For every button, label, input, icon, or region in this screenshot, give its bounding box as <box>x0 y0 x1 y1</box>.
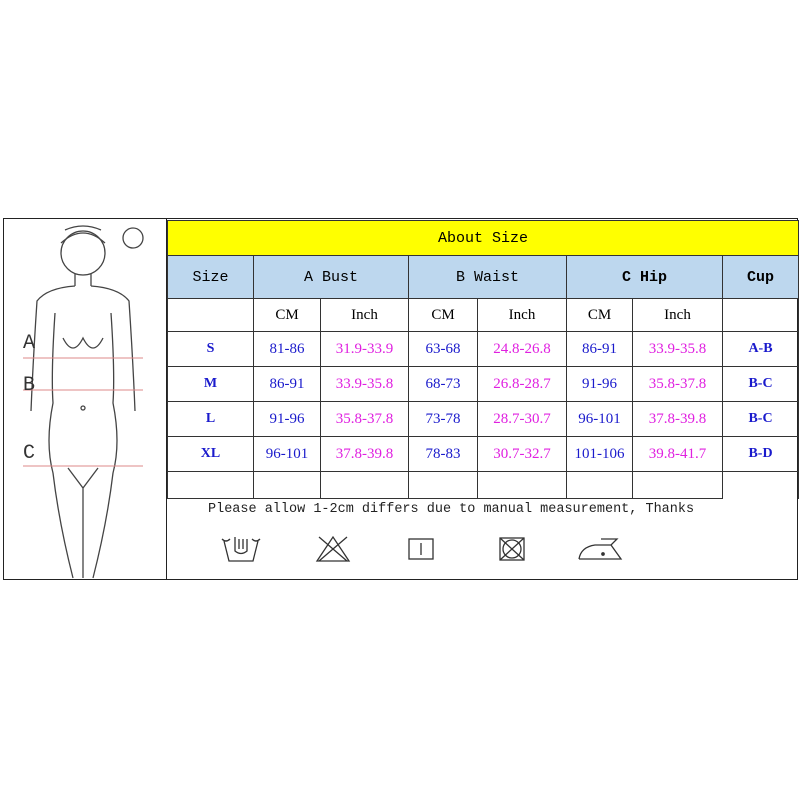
unit-inch: Inch <box>320 298 409 332</box>
cell-cup: B-C <box>721 401 800 437</box>
header-size: Size <box>167 255 254 299</box>
cell-waist-cm: 68-73 <box>408 366 478 402</box>
cell-waist-in: 28.7-30.7 <box>477 401 567 437</box>
cell-waist-in: 26.8-28.7 <box>477 366 567 402</box>
measurement-note: Please allow 1-2cm differs due to manual… <box>208 502 695 517</box>
table-row: XL 96-101 37.8-39.8 78-83 30.7-32.7 101-106 39… <box>167 436 800 472</box>
label-b: B <box>23 374 35 397</box>
iron-low-icon <box>578 538 623 560</box>
cell-bust-in: 33.9-35.8 <box>320 366 409 402</box>
do-not-bleach-icon <box>315 535 351 562</box>
unit-blank <box>721 298 800 332</box>
cell-waist-cm: 73-78 <box>408 401 478 437</box>
cell-bust-cm: 81-86 <box>253 331 321 367</box>
unit-inch: Inch <box>632 298 723 332</box>
label-a: A <box>23 332 35 355</box>
header-waist: B Waist <box>408 255 567 299</box>
cell-bust-cm: 96-101 <box>253 436 321 472</box>
header-hip: C Hip <box>566 255 723 299</box>
size-table: About Size Size A Bust B Waist C Hip Cup… <box>166 220 800 499</box>
cell-cup: A-B <box>721 331 800 367</box>
cell-hip-cm: 86-91 <box>566 331 633 367</box>
table-row: M 86-91 33.9-35.8 68-73 26.8-28.7 91-96 35.8-3… <box>167 366 800 402</box>
label-c: C <box>23 442 35 465</box>
cell-hip-in: 37.8-39.8 <box>632 401 723 437</box>
cell-bust-cm: 91-96 <box>253 401 321 437</box>
cell-bust-cm: 86-91 <box>253 366 321 402</box>
line-dry-icon <box>408 538 434 560</box>
table-row: L 91-96 35.8-37.8 73-78 28.7-30.7 96-101 37.8-… <box>167 401 800 437</box>
cell-waist-cm: 63-68 <box>408 331 478 367</box>
unit-cm: CM <box>253 298 321 332</box>
header-cup: Cup <box>721 255 800 299</box>
hand-wash-icon <box>221 537 261 562</box>
cell-hip-in: 33.9-35.8 <box>632 331 723 367</box>
table-title: About Size <box>166 220 800 256</box>
cell-size: S <box>167 331 254 367</box>
do-not-tumble-dry-icon <box>499 537 525 561</box>
cell-hip-cm: 101-106 <box>566 436 633 472</box>
unit-blank <box>167 298 254 332</box>
table-row: S 81-86 31.9-33.9 63-68 24.8-26.8 86-91 33.9-3… <box>167 331 800 367</box>
cell-waist-in: 24.8-26.8 <box>477 331 567 367</box>
unit-cm: CM <box>408 298 478 332</box>
cell-size: L <box>167 401 254 437</box>
cell-size: XL <box>167 436 254 472</box>
cell-waist-in: 30.7-32.7 <box>477 436 567 472</box>
cell-bust-in: 37.8-39.8 <box>320 436 409 472</box>
cell-size: M <box>167 366 254 402</box>
cell-hip-cm: 96-101 <box>566 401 633 437</box>
cell-hip-in: 35.8-37.8 <box>632 366 723 402</box>
cell-bust-in: 31.9-33.9 <box>320 331 409 367</box>
cell-waist-cm: 78-83 <box>408 436 478 472</box>
cell-hip-cm: 91-96 <box>566 366 633 402</box>
header-bust: A Bust <box>253 255 409 299</box>
cell-cup: B-C <box>721 366 800 402</box>
unit-cm: CM <box>566 298 633 332</box>
unit-inch: Inch <box>477 298 567 332</box>
cell-bust-in: 35.8-37.8 <box>320 401 409 437</box>
body-measurement-figure: A B C <box>3 218 167 580</box>
cell-hip-in: 39.8-41.7 <box>632 436 723 472</box>
cell-cup: B-D <box>721 436 800 472</box>
